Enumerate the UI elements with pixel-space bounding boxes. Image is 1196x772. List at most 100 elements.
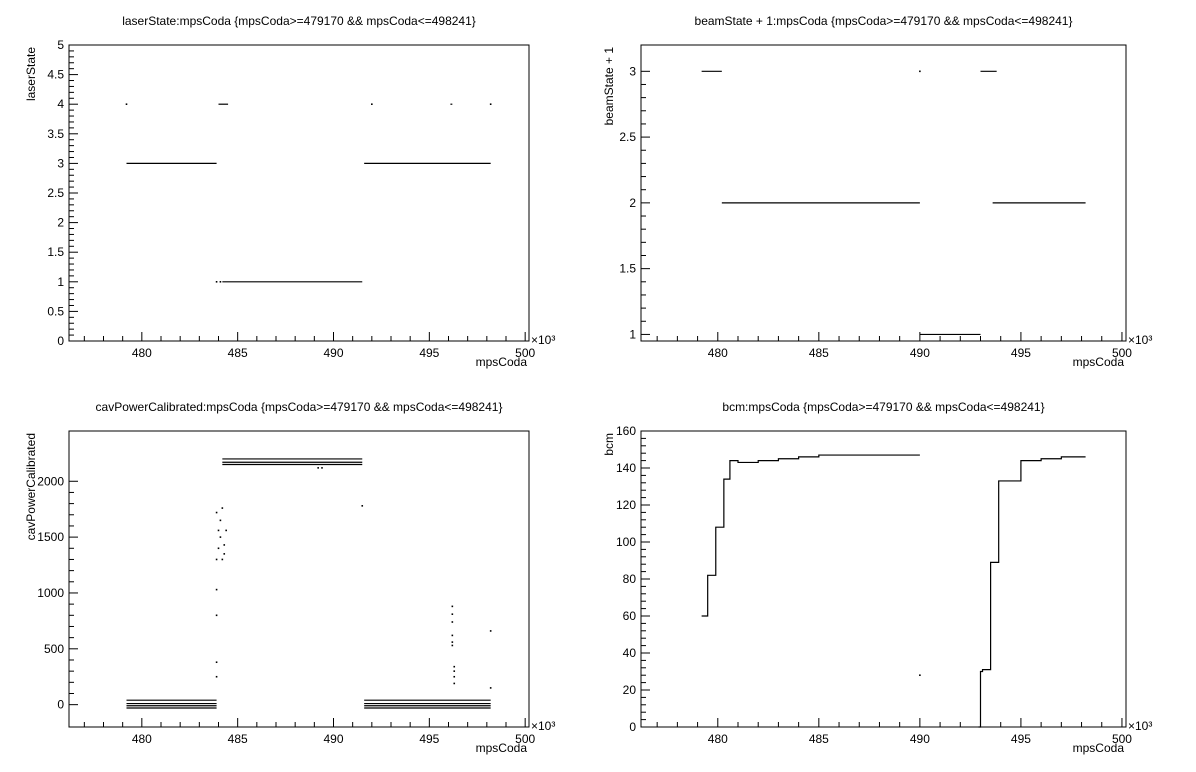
data-series-1 [701,454,920,617]
x-exponent-label: ×10³ [531,333,555,347]
data-point [451,605,454,608]
y-axis-label: cavPowerCalibrated [24,433,38,540]
y-tick-label: 0 [57,698,64,712]
data-point [489,687,492,689]
data-point [223,553,226,555]
y-tick-label: 2000 [37,474,64,488]
y-tick-label: 0 [57,334,64,348]
data-point [225,529,227,532]
y-tick-label: 3 [629,64,636,78]
x-tick-label: 500 [515,732,535,746]
chart-title: laserState:mpsCoda {mpsCoda>=479170 && m… [122,14,476,28]
chart-title: cavPowerCalibrated:mpsCoda {mpsCoda>=479… [96,400,503,414]
y-tick-label: 500 [44,642,64,656]
x-tick-label: 495 [1011,346,1031,360]
x-tick-label: 500 [1112,346,1132,360]
data-point [219,281,222,283]
y-tick-label: 20 [623,683,637,697]
data-point [453,682,456,685]
x-tick-label: 495 [1011,732,1031,746]
y-tick-label: 4.5 [47,68,64,82]
data-point [221,507,224,509]
y-tick-label: 40 [623,646,637,660]
y-tick-label: 1500 [37,530,64,544]
y-axis-label: laserState [24,47,38,101]
chart-title: bcm:mpsCoda {mpsCoda>=479170 && mpsCoda<… [722,400,1044,414]
x-exponent-label: ×10³ [1128,719,1152,733]
y-tick-label: 120 [616,498,636,512]
data-point [453,675,456,678]
x-tick-label: 485 [809,732,829,746]
x-tick-label: 495 [419,346,439,360]
x-axis-label: mpsCoda [1073,355,1125,369]
x-axis-label: mpsCoda [476,355,528,369]
y-tick-label: 1000 [37,586,64,600]
x-tick-label: 490 [910,732,930,746]
x-tick-label: 480 [132,346,152,360]
y-tick-label: 5 [57,38,64,52]
x-tick-label: 480 [132,732,152,746]
y-tick-label: 0.5 [47,304,64,318]
y-tick-label: 80 [623,572,637,586]
data-point [215,558,218,561]
x-tick-label: 490 [323,346,343,360]
y-tick-label: 140 [616,461,636,475]
data-point [217,547,220,550]
y-tick-label: 2.5 [619,130,636,144]
y-tick-label: 3 [57,156,64,170]
data-point [219,536,222,538]
chart-panel-3: cavPowerCalibrated:mpsCoda {mpsCoda>=479… [24,400,555,755]
chart-panel-1: laserState:mpsCoda {mpsCoda>=479170 && m… [24,14,555,369]
y-tick-label: 160 [616,424,636,438]
data-point [451,621,454,623]
data-point [919,674,921,676]
data-point [221,558,224,561]
y-tick-label: 4 [57,97,64,111]
plot-frame [68,44,530,342]
y-tick-label: 2 [629,196,636,210]
x-tick-label: 500 [515,346,535,360]
data-point [361,505,364,507]
y-tick-label: 1.5 [619,262,636,276]
y-tick-label: 1 [629,327,636,341]
plot-frame [68,430,530,728]
plot-frame [640,430,1127,728]
x-tick-label: 490 [323,732,343,746]
y-tick-label: 1 [57,275,64,289]
y-tick-label: 60 [623,609,637,623]
x-tick-label: 480 [708,346,728,360]
y-axis-label: beamState + 1 [602,47,616,126]
x-tick-label: 485 [809,346,829,360]
data-point [451,641,454,643]
data-point [451,644,454,647]
y-tick-label: 3.5 [47,127,64,141]
x-tick-label: 485 [228,732,248,746]
data-point [317,467,319,469]
x-tick-label: 500 [1112,732,1132,746]
y-axis-label: bcm [602,433,616,456]
x-exponent-label: ×10³ [531,719,555,733]
plot-frame [640,44,1127,342]
data-point [489,103,492,105]
data-point [215,675,218,678]
data-point [217,529,220,532]
data-point [451,634,454,637]
x-axis-label: mpsCoda [476,741,528,755]
data-series-2 [978,456,1086,728]
y-tick-label: 100 [616,535,636,549]
x-exponent-label: ×10³ [1128,333,1152,347]
x-tick-label: 490 [910,346,930,360]
x-tick-label: 495 [419,732,439,746]
data-point [453,665,456,668]
y-tick-label: 0 [629,720,636,734]
x-tick-label: 480 [708,732,728,746]
y-tick-label: 1.5 [47,245,64,259]
data-point [215,614,218,617]
y-tick-label: 2 [57,216,64,230]
data-point [215,588,218,591]
data-point [489,630,492,632]
chart-panel-4: bcm:mpsCoda {mpsCoda>=479170 && mpsCoda<… [602,400,1152,755]
chart-panel-2: beamState + 1:mpsCoda {mpsCoda>=479170 &… [602,14,1152,369]
data-point [125,103,128,105]
